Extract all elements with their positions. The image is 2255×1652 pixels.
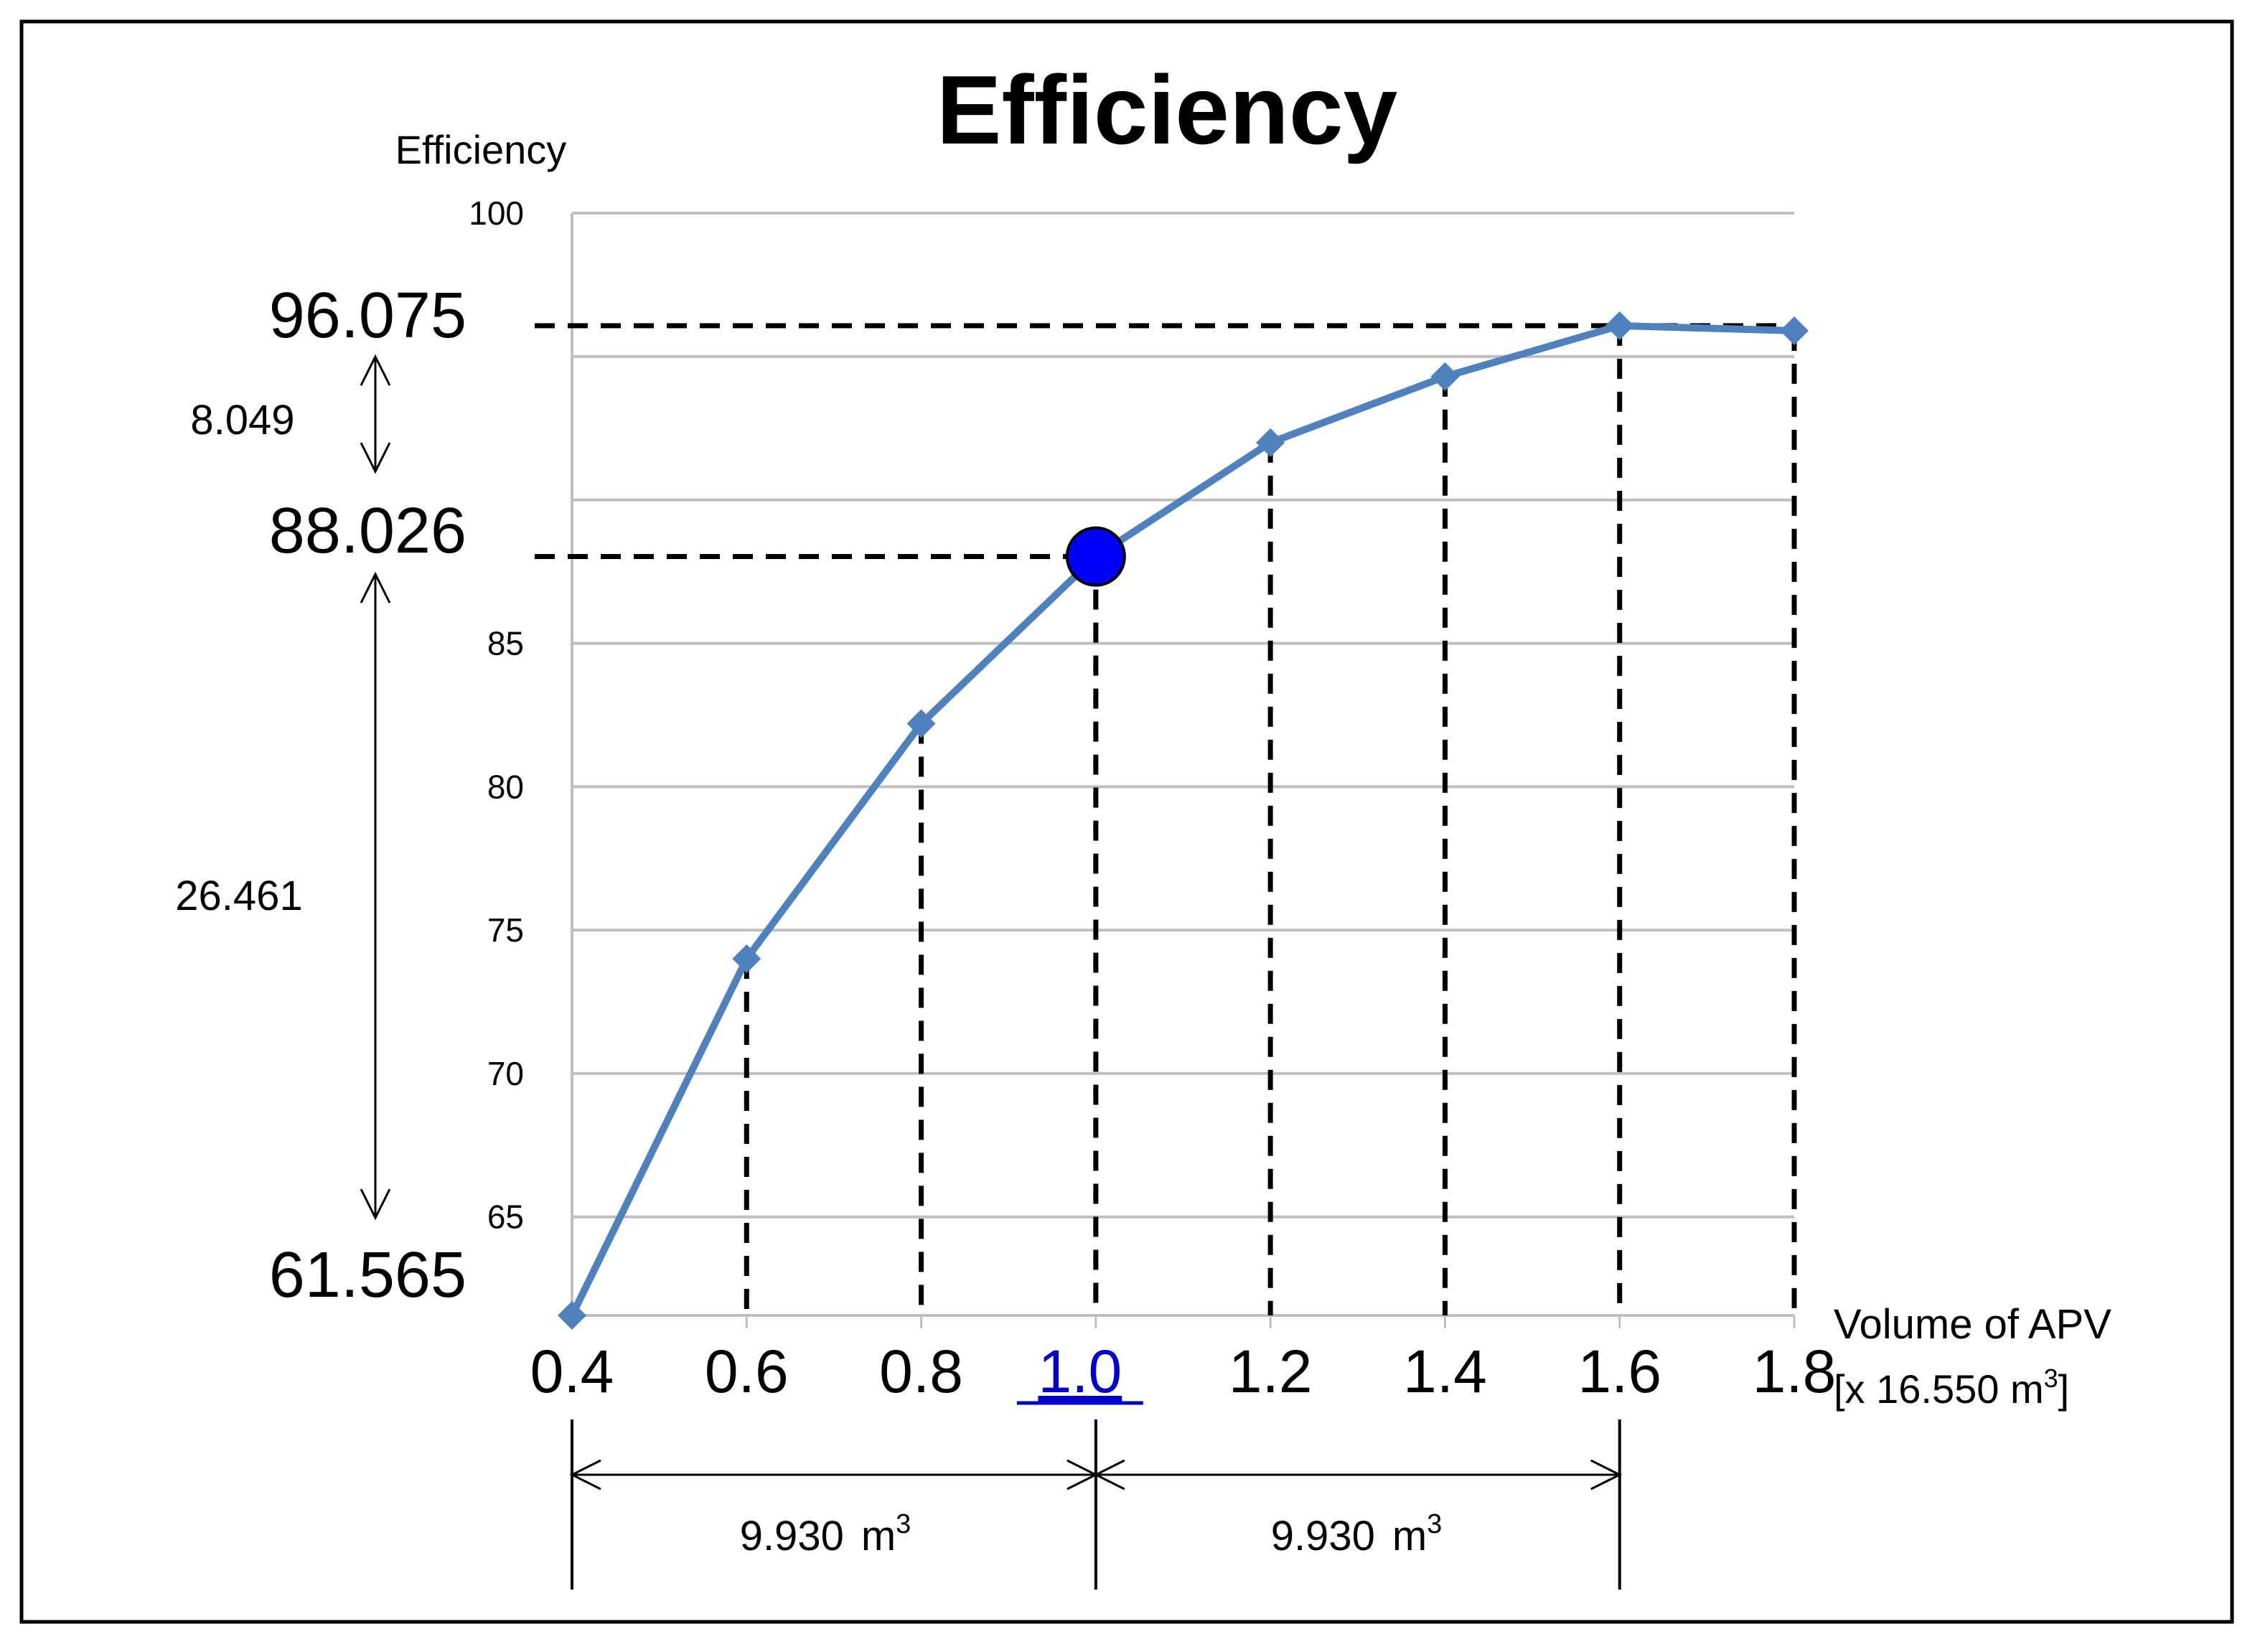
x-axis-unit: [x 16.550 m3] xyxy=(1834,1364,2069,1412)
x-axis-label: Volume of APV xyxy=(1834,1301,2111,1348)
highlight-point xyxy=(1065,526,1126,587)
y-tick-label-75: 75 xyxy=(487,911,524,949)
diff-upper-arrow-head-bottom xyxy=(360,442,391,474)
series-layer xyxy=(558,311,1809,1330)
data-point-1.8 xyxy=(1780,316,1809,345)
volume-right-value: 9.930 xyxy=(1271,1513,1375,1559)
diff-lower-arrow xyxy=(360,571,391,1221)
volume-left-label: 9.930 m3 xyxy=(740,1509,911,1559)
x-tick-label-1.8: 1.8 xyxy=(1753,1338,1837,1405)
y-tick-label-70: 70 xyxy=(487,1055,524,1092)
figure-border xyxy=(19,19,2234,1624)
volume-right-sup: 3 xyxy=(1427,1509,1442,1539)
volume-left-arrow-head-left xyxy=(569,1459,601,1491)
diff-upper-arrow xyxy=(360,354,391,474)
diff-lower-arrow-head-bottom xyxy=(360,1188,391,1221)
x-tick-label-1.6: 1.6 xyxy=(1577,1338,1661,1405)
data-point-0.8 xyxy=(906,709,936,738)
x-axis-unit-close: ] xyxy=(2058,1366,2070,1412)
x-tick-label-1.0: 1.0 xyxy=(1038,1338,1122,1405)
diff-upper-arrow-head-top xyxy=(360,354,391,386)
volume-right-unit: m xyxy=(1392,1513,1427,1559)
grid-layer xyxy=(571,212,1796,1328)
volume-right-arrow-head-left xyxy=(1093,1459,1125,1491)
volume-right-arrow-head-right xyxy=(1590,1459,1623,1491)
data-point-1.6 xyxy=(1605,311,1634,340)
left-value-61565: 61.565 xyxy=(269,1239,467,1311)
dashed-guides xyxy=(535,323,1797,1315)
series-line xyxy=(568,322,1795,1318)
volume-left-value: 9.930 xyxy=(740,1513,844,1559)
data-point-1.2 xyxy=(1256,428,1285,457)
annotation-layer xyxy=(360,354,1623,1590)
x-axis-unit-sup: 3 xyxy=(2044,1364,2058,1393)
chart-title: Efficiency xyxy=(937,55,1397,164)
y-tick-label-65: 65 xyxy=(487,1198,524,1236)
volume-right-arrow xyxy=(1093,1459,1623,1491)
x-tick-label-1.2: 1.2 xyxy=(1229,1338,1313,1405)
diff-lower-arrow-head-top xyxy=(360,571,391,604)
x-tick-label-0.6: 0.6 xyxy=(705,1338,789,1405)
data-point-0.4 xyxy=(558,1301,586,1330)
data-point-1.4 xyxy=(1430,362,1460,391)
y-tick-label-85: 85 xyxy=(487,624,524,662)
x-tick-labels: 0.4 0.6 0.8 1.0 1.2 1.4 1.6 1.8 xyxy=(530,1338,1837,1405)
volume-left-unit: m xyxy=(861,1513,896,1559)
y-tick-label-80: 80 xyxy=(487,768,524,805)
y-tick-labels: 100 85 80 75 70 65 xyxy=(469,194,524,1236)
y-axis-label: Efficiency xyxy=(395,127,567,172)
x-axis-unit-text: [x 16.550 m xyxy=(1834,1366,2044,1412)
x-tick-label-0.8: 0.8 xyxy=(879,1338,963,1405)
x-tick-label-0.4: 0.4 xyxy=(530,1338,614,1405)
diff-upper-label: 8.049 xyxy=(190,397,294,443)
volume-right-label: 9.930 m3 xyxy=(1271,1509,1443,1559)
data-point-0.6 xyxy=(732,944,761,974)
left-value-88026: 88.026 xyxy=(269,495,467,567)
x-tick-label-1.4: 1.4 xyxy=(1403,1338,1487,1405)
y-tick-label-100: 100 xyxy=(469,194,524,232)
volume-left-sup: 3 xyxy=(896,1509,911,1539)
diff-lower-label: 26.461 xyxy=(175,873,302,919)
left-value-96075: 96.075 xyxy=(269,280,467,352)
